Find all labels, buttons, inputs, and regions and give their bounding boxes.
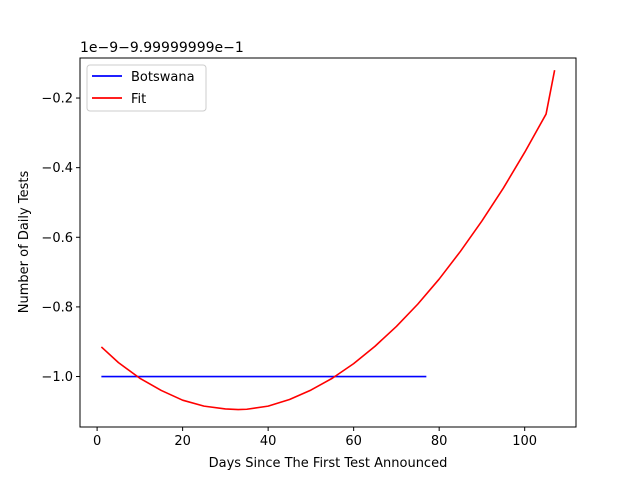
y-tick-label: −1.0 <box>41 370 73 385</box>
x-axis-label: Days Since The First Test Announced <box>209 456 448 471</box>
plot-area <box>80 58 576 427</box>
x-tick-label: 0 <box>93 434 101 449</box>
y-tick-label: −0.4 <box>41 161 73 176</box>
legend: Botswana Fit <box>86 64 207 112</box>
y-axis-label: Number of Daily Tests <box>17 171 32 314</box>
x-tick-label: 20 <box>174 434 191 449</box>
x-tick-label: 80 <box>431 434 448 449</box>
x-tick-label: 60 <box>345 434 362 449</box>
y-tick-label: −0.2 <box>41 92 73 107</box>
x-axis: 0 20 40 60 80 100 <box>93 427 537 449</box>
y-axis: −1.0 −0.8 −0.6 −0.4 −0.2 <box>41 92 80 385</box>
x-tick-label: 40 <box>260 434 277 449</box>
series-line-fit <box>100 70 556 411</box>
y-offset-label: 1e−9−9.99999999e−1 <box>80 40 244 56</box>
y-tick-label: −0.8 <box>41 300 73 315</box>
legend-label-fit: Fit <box>131 92 146 107</box>
legend-label-botswana: Botswana <box>131 70 195 85</box>
y-tick-label: −0.6 <box>41 231 73 246</box>
series-layer <box>100 70 556 411</box>
plot-frame <box>79 57 577 428</box>
x-tick-label: 100 <box>512 434 537 449</box>
